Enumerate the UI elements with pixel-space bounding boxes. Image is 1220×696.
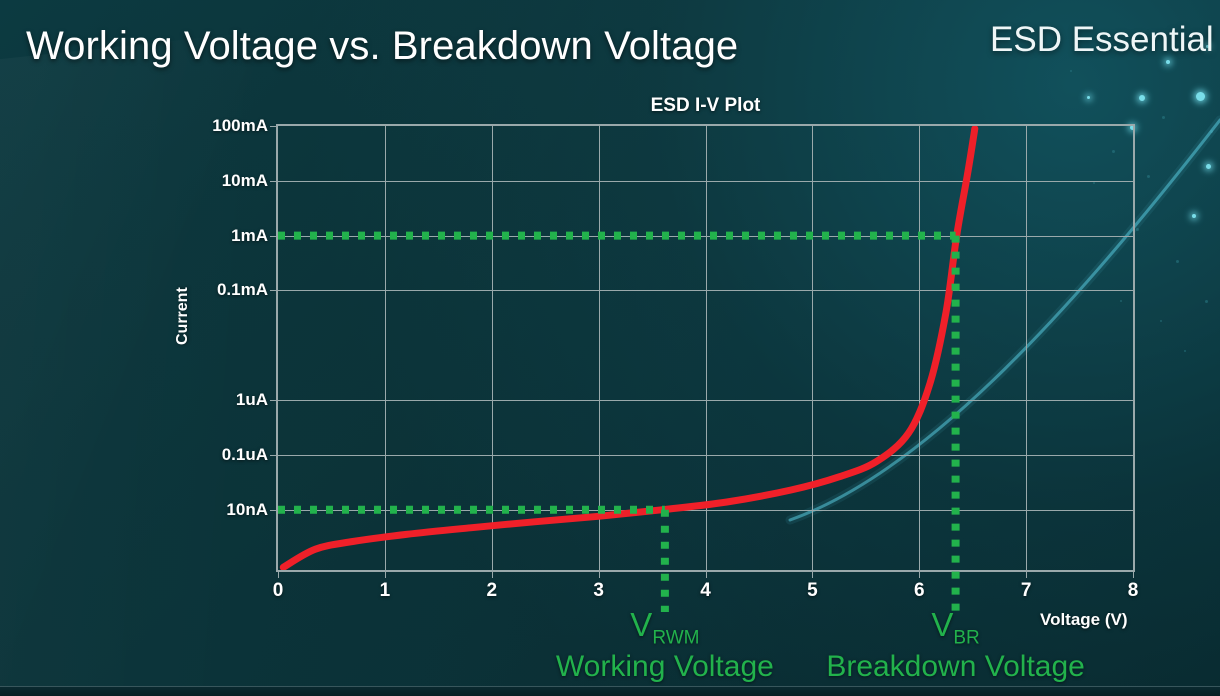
annotation-symbol: VRWM [630, 606, 700, 649]
x-tick-mark [1026, 572, 1028, 578]
x-tick-mark [705, 572, 707, 578]
gridline-vertical [705, 126, 707, 570]
brand-label: ESD Essential [990, 20, 1214, 59]
plot-area [276, 124, 1135, 612]
iv-curve [279, 126, 979, 570]
x-axis-title: Voltage (V) [1040, 610, 1128, 629]
annotation-vrwm: VRWM Working Voltage [505, 608, 825, 682]
x-tick-mark [812, 572, 814, 578]
y-tick-mark [270, 235, 276, 237]
x-tick-label: 7 [1020, 580, 1032, 601]
y-tick-label: 0.1mA [216, 280, 268, 300]
x-tick-label: 1 [379, 580, 391, 601]
y-tick-mark [270, 180, 276, 182]
x-tick-mark [598, 572, 600, 578]
x-tick-mark [491, 572, 493, 578]
annotation-vbr: VBR Breakdown Voltage [796, 608, 1116, 682]
annotation-symbol: VBR [931, 606, 980, 649]
x-tick-label: 2 [486, 580, 498, 601]
x-tick-label: 8 [1127, 580, 1139, 601]
y-tick-label: 10nA [226, 499, 268, 519]
gridline-vertical [598, 126, 600, 570]
x-tick-mark [919, 572, 921, 578]
gridline-vertical [812, 126, 814, 570]
y-tick-label: 1uA [235, 390, 268, 410]
x-tick-mark [1133, 572, 1134, 578]
y-tick-mark [270, 290, 276, 292]
x-tick-label: 5 [807, 580, 818, 601]
gridline-vertical [491, 126, 493, 570]
x-tick-label: 0 [272, 580, 284, 601]
gridline-vertical [919, 126, 921, 570]
gridline-vertical [1026, 126, 1028, 570]
annotation-name: Breakdown Voltage [826, 649, 1085, 683]
y-tick-mark [270, 509, 276, 511]
y-tick-label: 0.1uA [221, 444, 268, 464]
plot-svg [278, 126, 979, 612]
y-tick-mark [270, 400, 276, 402]
y-tick-mark [270, 126, 276, 127]
y-tick-mark [270, 454, 276, 456]
y-tick-label: 100mA [212, 116, 268, 135]
bottom-border [0, 686, 1220, 696]
y-tick-label: 10mA [221, 170, 268, 190]
x-tick-label: 6 [913, 580, 925, 601]
page-title: Working Voltage vs. Breakdown Voltage [26, 24, 739, 68]
x-tick-mark [278, 572, 279, 578]
chart-title: ESD I-V Plot [650, 95, 761, 116]
x-tick-mark [384, 572, 386, 578]
y-tick-label: 1mA [231, 225, 268, 245]
gridline-vertical [384, 126, 386, 570]
annotation-name: Working Voltage [555, 649, 774, 683]
x-tick-label: 4 [700, 580, 711, 601]
x-tick-label: 3 [593, 580, 604, 601]
